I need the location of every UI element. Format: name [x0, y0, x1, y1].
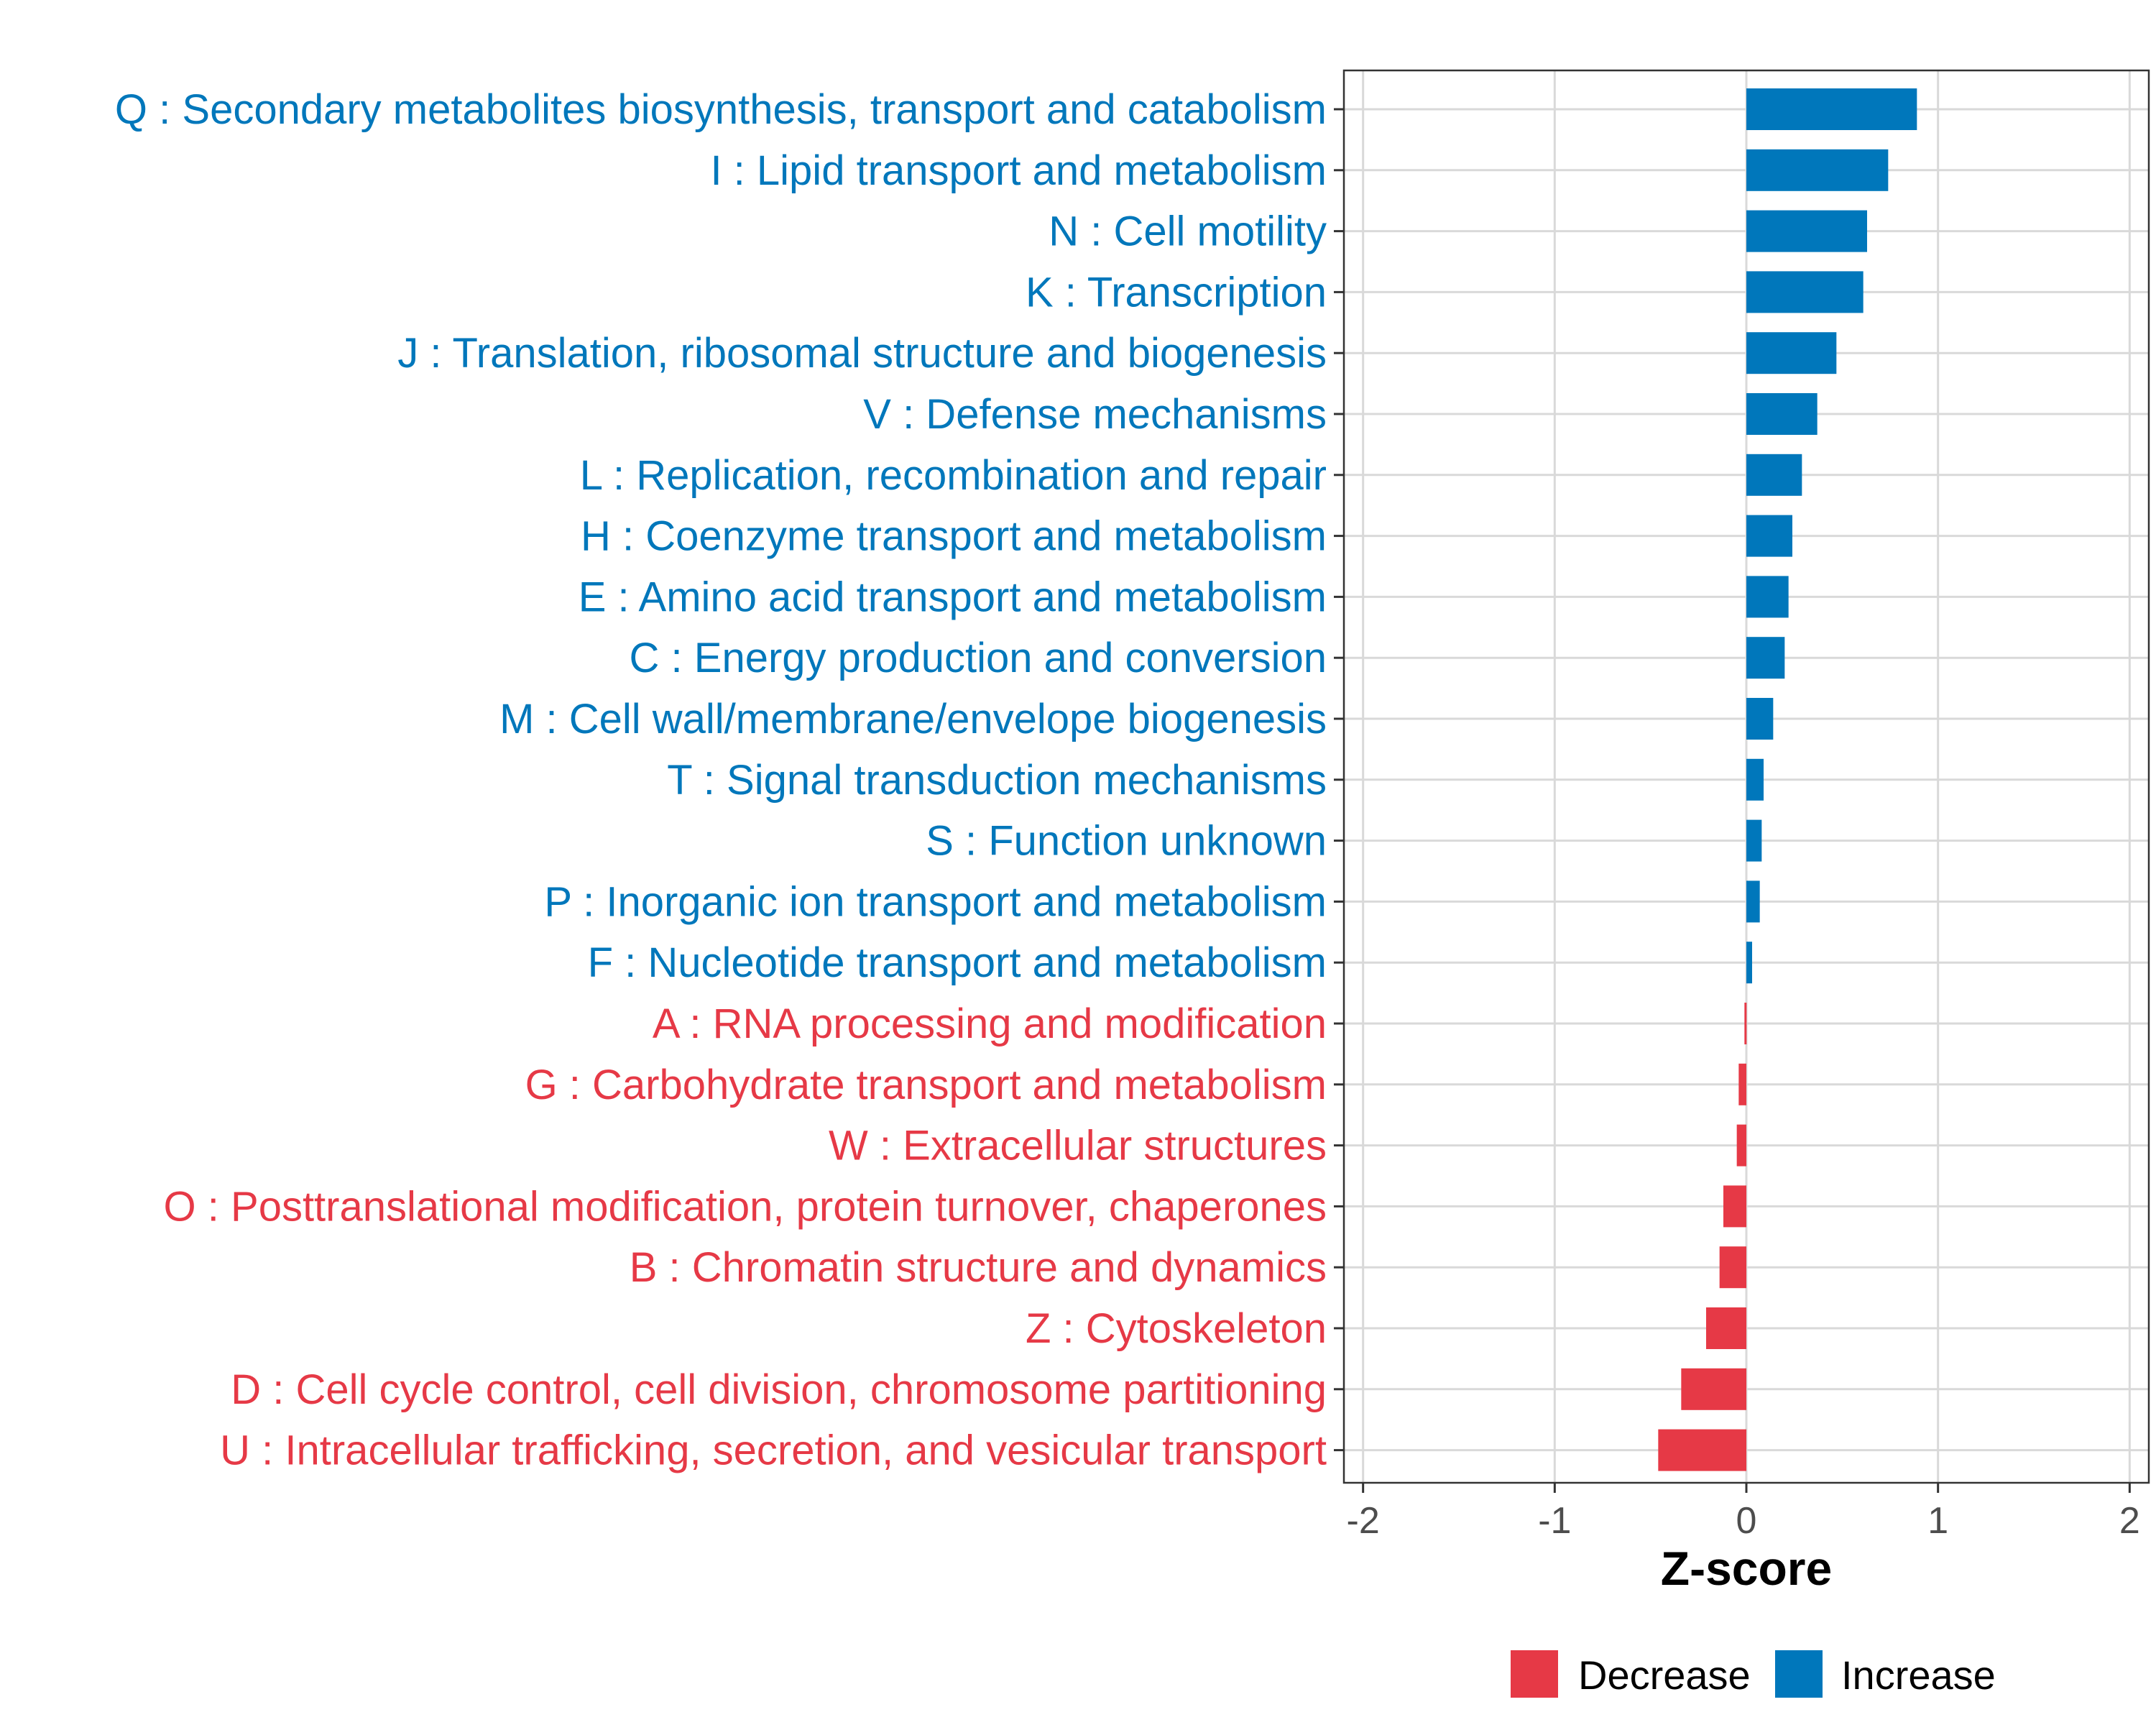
bar [1746, 271, 1864, 313]
x-axis-title: Z-score [1661, 1542, 1832, 1595]
bar [1681, 1368, 1746, 1410]
category-label: Z : Cytoskeleton [1026, 1305, 1327, 1352]
category-label: E : Amino acid transport and metabolism [579, 574, 1327, 620]
bar [1736, 1124, 1746, 1167]
legend-swatch-decrease [1511, 1650, 1558, 1698]
category-label: B : Chromatin structure and dynamics [630, 1244, 1327, 1291]
bar [1746, 576, 1789, 618]
x-tick-label: 0 [1736, 1500, 1757, 1542]
bar [1746, 698, 1774, 740]
legend-label-decrease: Decrease [1578, 1652, 1751, 1698]
category-label: D : Cell cycle control, cell division, c… [231, 1366, 1327, 1413]
category-label: W : Extracellular structures [829, 1123, 1327, 1169]
bar [1746, 88, 1917, 130]
bar [1719, 1246, 1746, 1289]
bar [1746, 393, 1818, 435]
bar [1744, 1003, 1747, 1044]
bar [1738, 1063, 1746, 1105]
legend-swatch-increase [1775, 1650, 1823, 1698]
bar [1706, 1307, 1746, 1349]
bar [1746, 454, 1802, 496]
category-label: S : Function unknown [926, 818, 1327, 865]
category-label: V : Defense mechanisms [863, 391, 1327, 438]
category-label: T : Signal transduction mechanisms [667, 757, 1327, 804]
category-label: L : Replication, recombination and repai… [580, 452, 1327, 499]
bar [1723, 1185, 1746, 1228]
legend-label-increase: Increase [1841, 1652, 1996, 1698]
category-label: F : Nucleotide transport and metabolism [588, 939, 1327, 986]
category-label: H : Coenzyme transport and metabolism [581, 513, 1327, 560]
category-label: C : Energy production and conversion [630, 635, 1327, 681]
category-label: J : Translation, ribosomal structure and… [397, 330, 1327, 377]
bar [1746, 880, 1760, 923]
bar [1746, 515, 1792, 557]
x-tick-label: -2 [1347, 1500, 1380, 1542]
category-label: A : RNA processing and modification [653, 1000, 1327, 1047]
category-label: Q : Secondary metabolites biosynthesis, … [115, 86, 1327, 133]
bar [1746, 210, 1867, 252]
bar [1746, 637, 1785, 679]
category-label: K : Transcription [1026, 269, 1327, 316]
category-label: P : Inorganic ion transport and metaboli… [544, 878, 1327, 925]
bar [1746, 819, 1762, 862]
category-label: N : Cell motility [1049, 208, 1327, 255]
category-label: G : Carbohydrate transport and metabolis… [525, 1062, 1327, 1108]
bar [1746, 149, 1889, 191]
x-tick-label: 2 [2119, 1500, 2140, 1542]
bar [1746, 332, 1837, 374]
x-axis: -2 -1 0 1 2 [1347, 1483, 2140, 1542]
bars [1658, 88, 1917, 1471]
bar [1658, 1429, 1746, 1471]
legend: Decrease Increase [1511, 1650, 1996, 1698]
y-axis-ticks [1334, 108, 1344, 1452]
x-tick-label: 1 [1927, 1500, 1948, 1542]
bar [1746, 758, 1764, 801]
y-axis-labels: Q : Secondary metabolites biosynthesis, … [115, 86, 1327, 1474]
category-label: I : Lipid transport and metabolism [710, 147, 1327, 194]
x-tick-label: -1 [1538, 1500, 1571, 1542]
bar [1746, 942, 1752, 984]
category-label: M : Cell wall/membrane/envelope biogenes… [499, 696, 1327, 742]
category-label: U : Intracellular trafficking, secretion… [220, 1427, 1327, 1474]
category-label: O : Posttranslational modification, prot… [164, 1183, 1327, 1230]
